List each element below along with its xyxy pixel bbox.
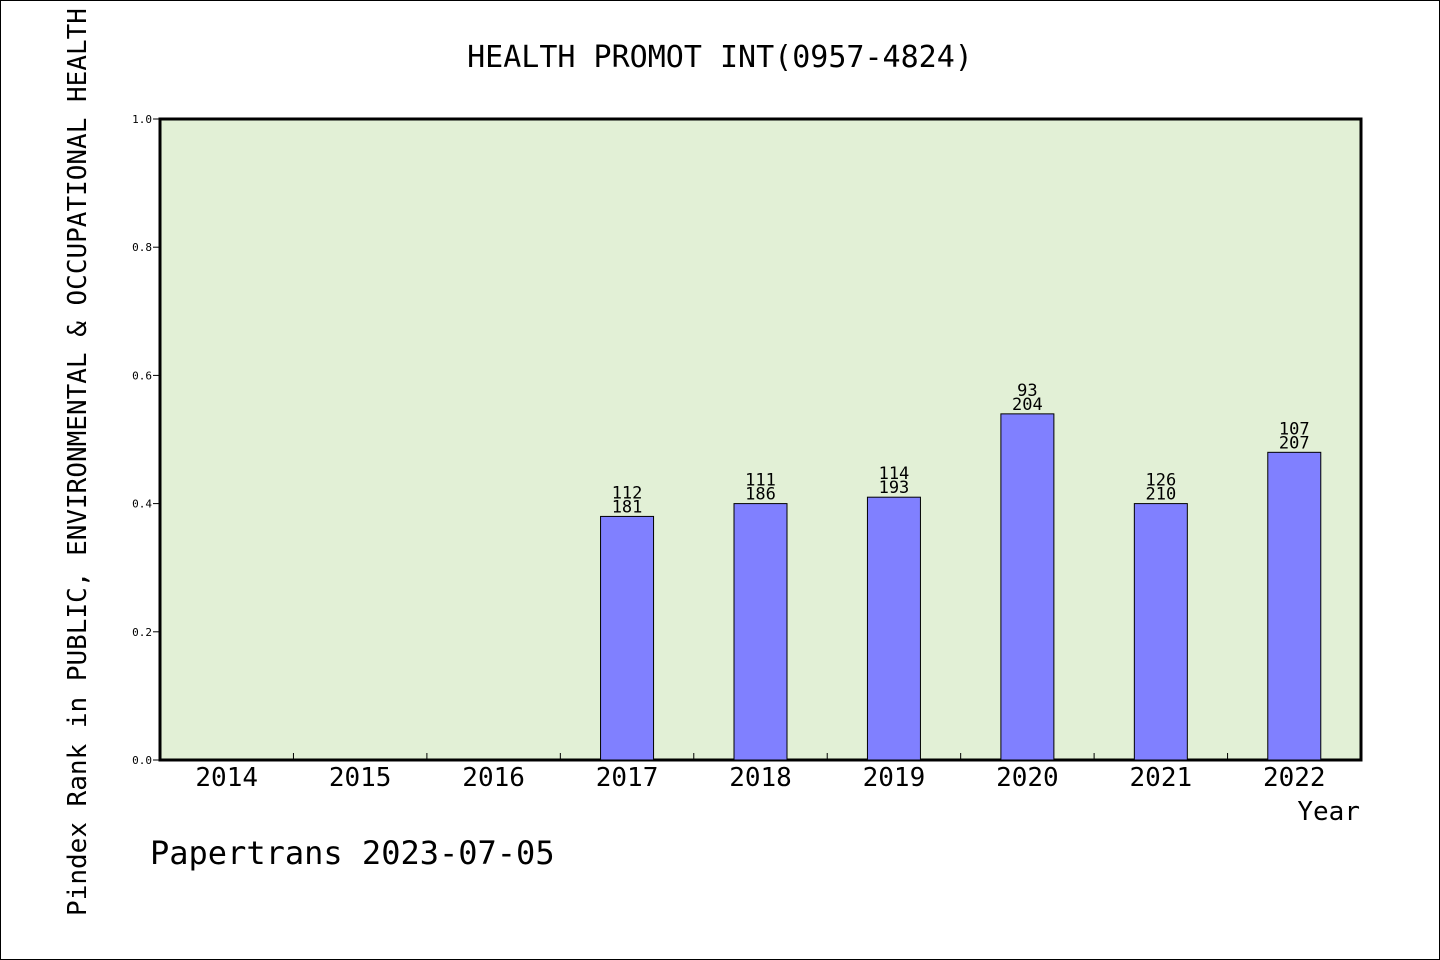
x-tick-label: 2021 — [1130, 763, 1193, 793]
bar-2020 — [1000, 413, 1055, 761]
x-tick-label: 2014 — [195, 763, 258, 793]
x-tick-label: 2022 — [1263, 763, 1326, 793]
bar-2022 — [1267, 451, 1322, 761]
x-axis-label: Year — [1297, 797, 1360, 827]
x-tick-label: 2017 — [596, 763, 659, 793]
bar-label-top: 111 — [745, 471, 776, 491]
bar-2018 — [733, 503, 788, 761]
bar-label-bottom: 186 — [745, 485, 776, 505]
y-axis: 0.0 0.2 0.4 0.6 0.8 1.0 — [132, 113, 160, 767]
bar-label-bottom: 181 — [612, 497, 643, 517]
bar-label-bottom: 210 — [1145, 485, 1176, 505]
bar-label-bottom: 204 — [1012, 395, 1043, 415]
x-tick-label: 2019 — [863, 763, 926, 793]
bar-label-top: 112 — [612, 483, 643, 503]
y-tick-label: 1.0 — [132, 113, 152, 126]
y-axis-label: Pindex Rank in PUBLIC, ENVIRONMENTAL & O… — [63, 8, 93, 916]
y-tick-label: 0.0 — [132, 754, 152, 767]
x-tick-label: 2016 — [462, 763, 525, 793]
x-tick-label: 2020 — [996, 763, 1059, 793]
bar-2017 — [600, 515, 655, 761]
bar-label-top: 114 — [879, 464, 910, 484]
bar-label-top: 93 — [1017, 381, 1037, 401]
chart-title: HEALTH PROMOT INT(0957-4824) — [467, 40, 973, 75]
bar-label-top: 126 — [1145, 471, 1176, 491]
x-axis: 2014 2015 2016 2017 2018 2019 2020 2021 2022 — [195, 753, 1326, 793]
x-tick-label: 2018 — [729, 763, 792, 793]
bar-label-bottom: 207 — [1279, 433, 1310, 453]
x-tick-label: 2015 — [329, 763, 392, 793]
bar-2021 — [1133, 503, 1188, 761]
y-tick-label: 0.6 — [132, 369, 152, 382]
bar-label-bottom: 193 — [879, 478, 910, 498]
bar-2019 — [866, 496, 921, 761]
y-tick-label: 0.8 — [132, 241, 152, 254]
bar-label-top: 107 — [1279, 419, 1310, 439]
footer-credit: Papertrans 2023-07-05 — [150, 834, 555, 872]
y-tick-label: 0.4 — [132, 498, 152, 511]
y-tick-label: 0.2 — [132, 626, 152, 639]
